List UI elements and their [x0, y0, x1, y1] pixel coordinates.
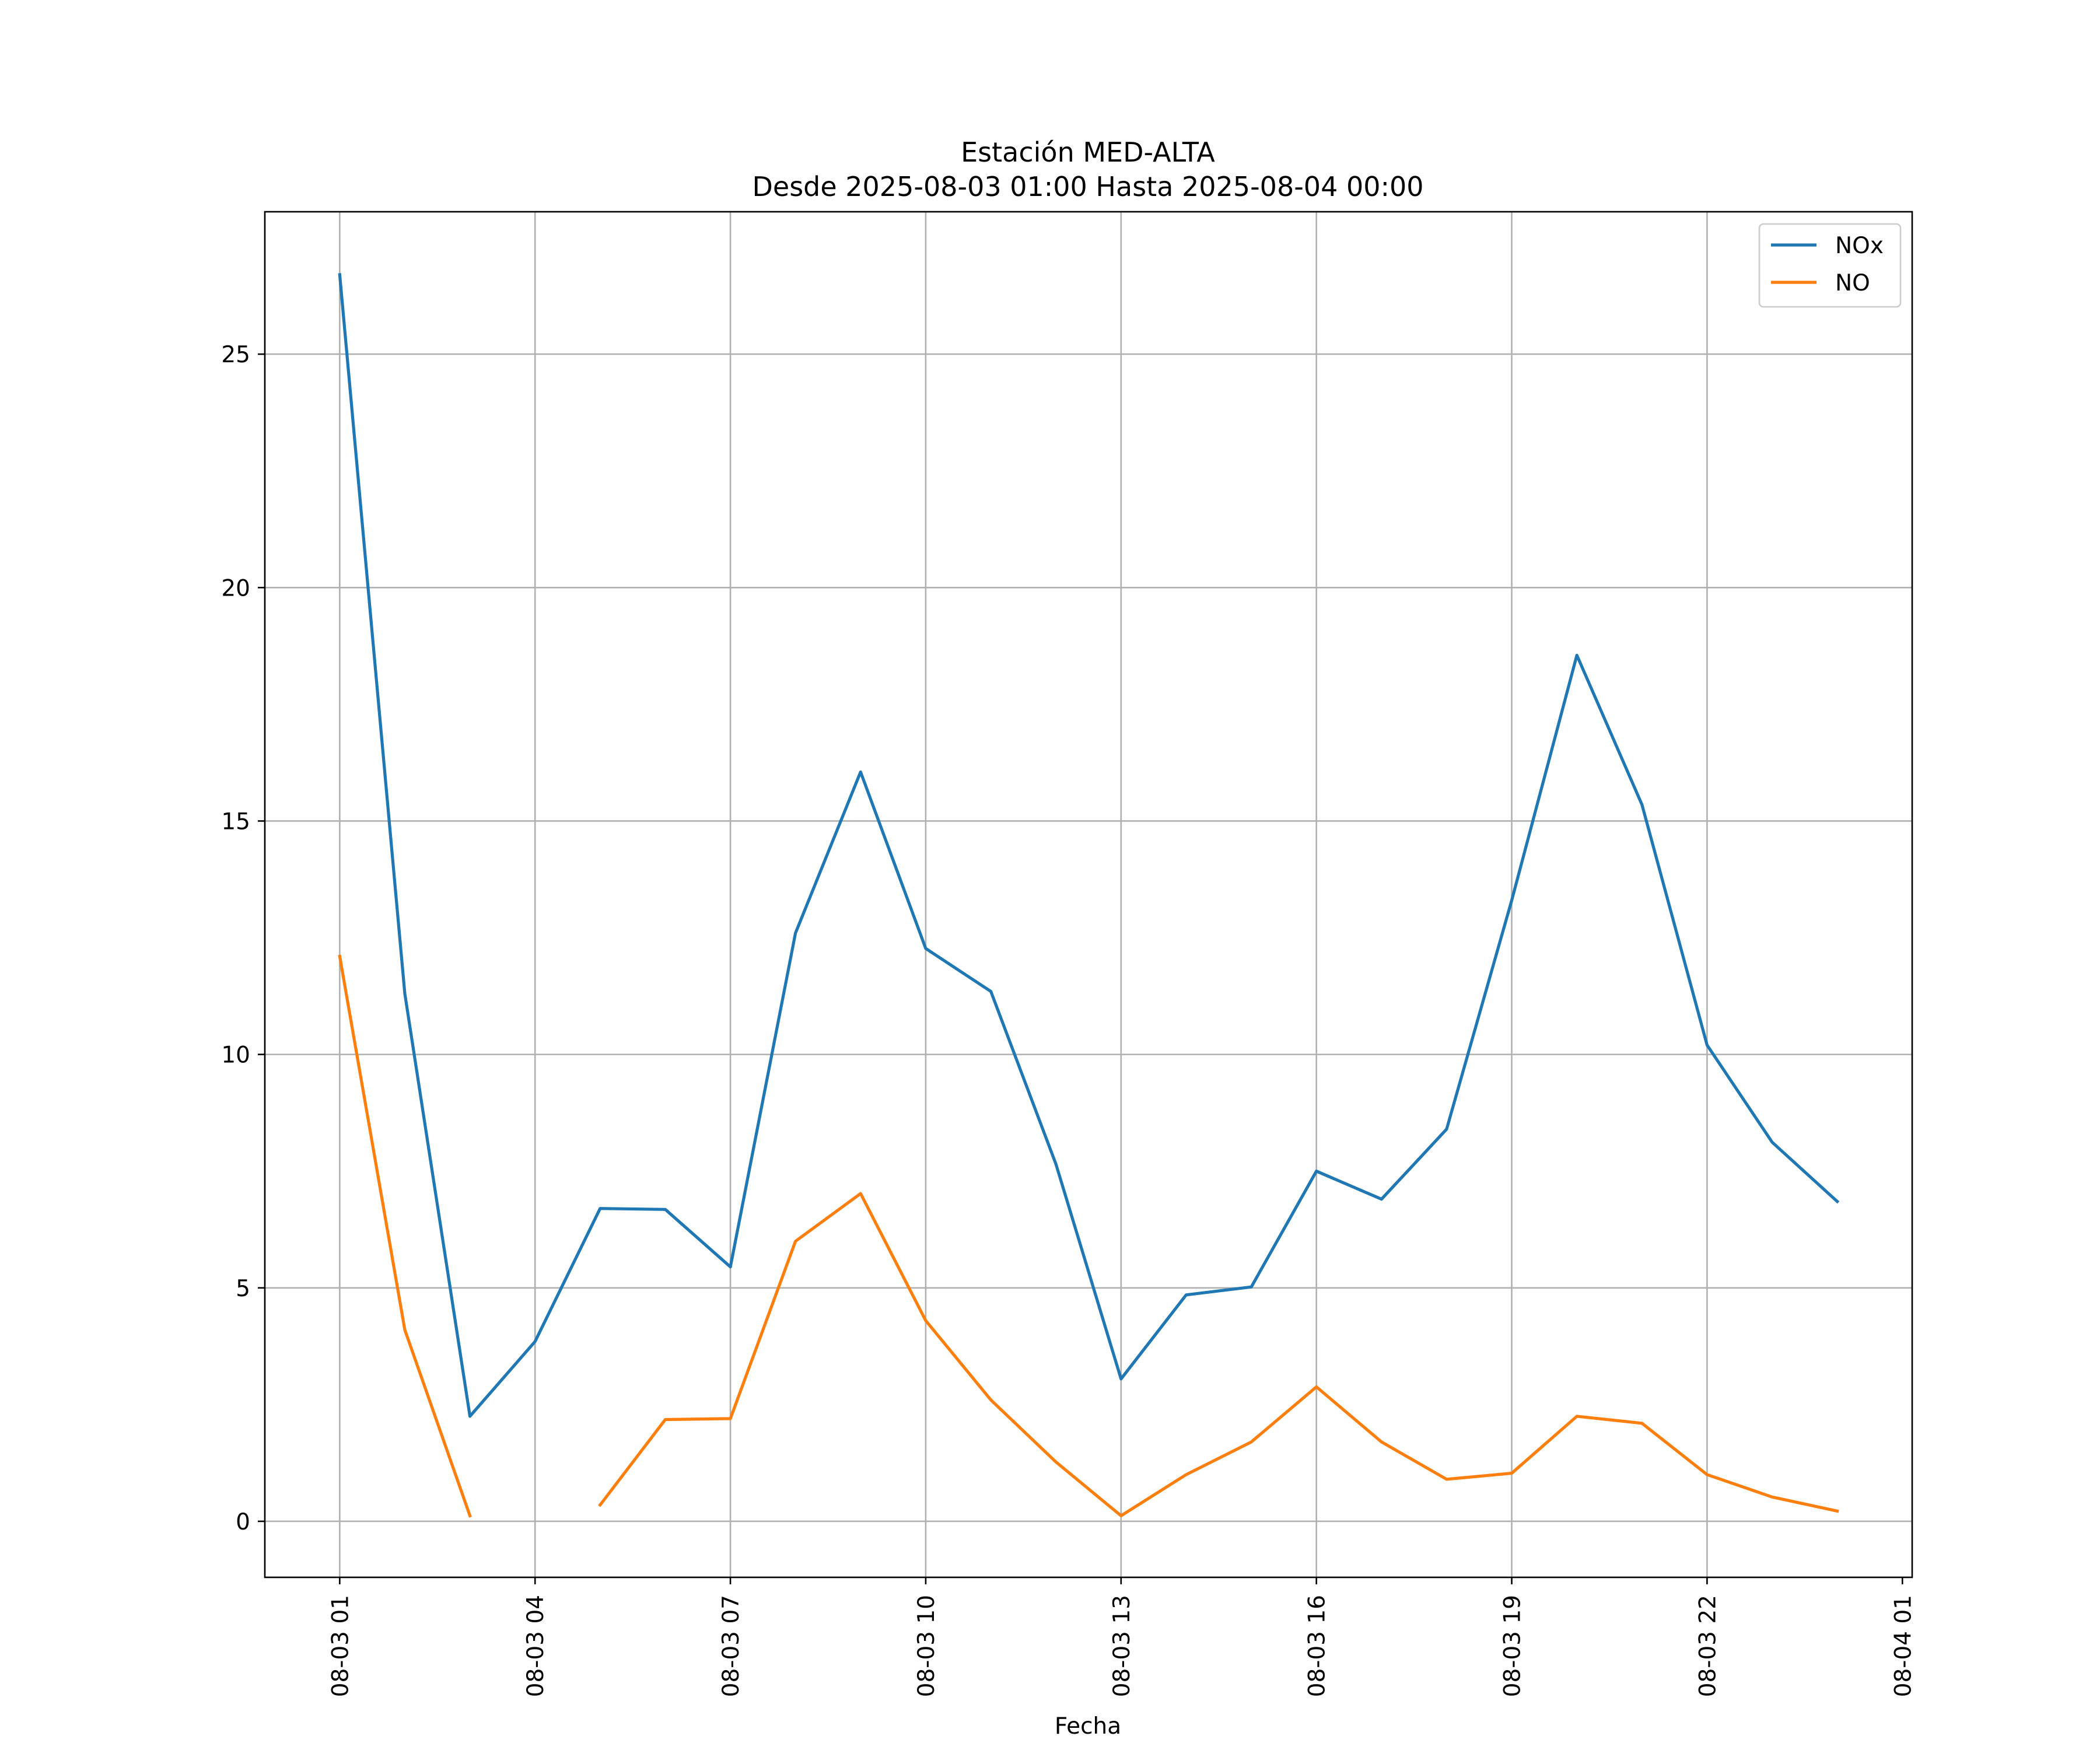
legend-label-nox: NOx: [1835, 233, 1884, 259]
y-tick-label: 15: [221, 808, 250, 835]
series-lines: [338, 273, 1840, 1518]
x-tick-label: 08-03 07: [718, 1595, 744, 1697]
y-tick-label: 25: [221, 342, 250, 368]
x-axis-label: Fecha: [1055, 1713, 1121, 1740]
legend: NOx NO: [1758, 223, 1902, 308]
series-line-no: [598, 1192, 1839, 1517]
x-tick-label: 08-03 16: [1304, 1595, 1331, 1697]
series-line-nox: [338, 273, 1840, 1418]
chart-subtitle: Desde 2025-08-03 01:00 Hasta 2025-08-04 …: [752, 171, 1423, 202]
legend-label-no: NO: [1835, 270, 1870, 296]
chart-title: Estación MED-ALTA: [961, 136, 1215, 168]
x-tick-label: 08-03 22: [1695, 1595, 1721, 1697]
series-line-no: [338, 954, 472, 1518]
x-tick-label: 08-03 10: [914, 1595, 940, 1697]
axis-ticks: 0 5 10 15 20 25 08-03 01 08-03 04 08-03 07 08-03 …: [221, 342, 1916, 1697]
y-tick-label: 10: [221, 1042, 250, 1069]
x-tick-label: 08-04 01: [1890, 1595, 1916, 1697]
y-tick-label: 0: [236, 1509, 250, 1535]
x-tick-label: 08-03 13: [1109, 1595, 1135, 1697]
x-tick-label: 08-03 04: [523, 1595, 549, 1697]
x-tick-label: 08-03 01: [327, 1595, 354, 1697]
y-tick-label: 20: [221, 575, 250, 601]
plot-frame: [264, 211, 1913, 1578]
y-tick-label: 5: [236, 1276, 250, 1302]
x-tick-label: 08-03 19: [1500, 1595, 1526, 1697]
